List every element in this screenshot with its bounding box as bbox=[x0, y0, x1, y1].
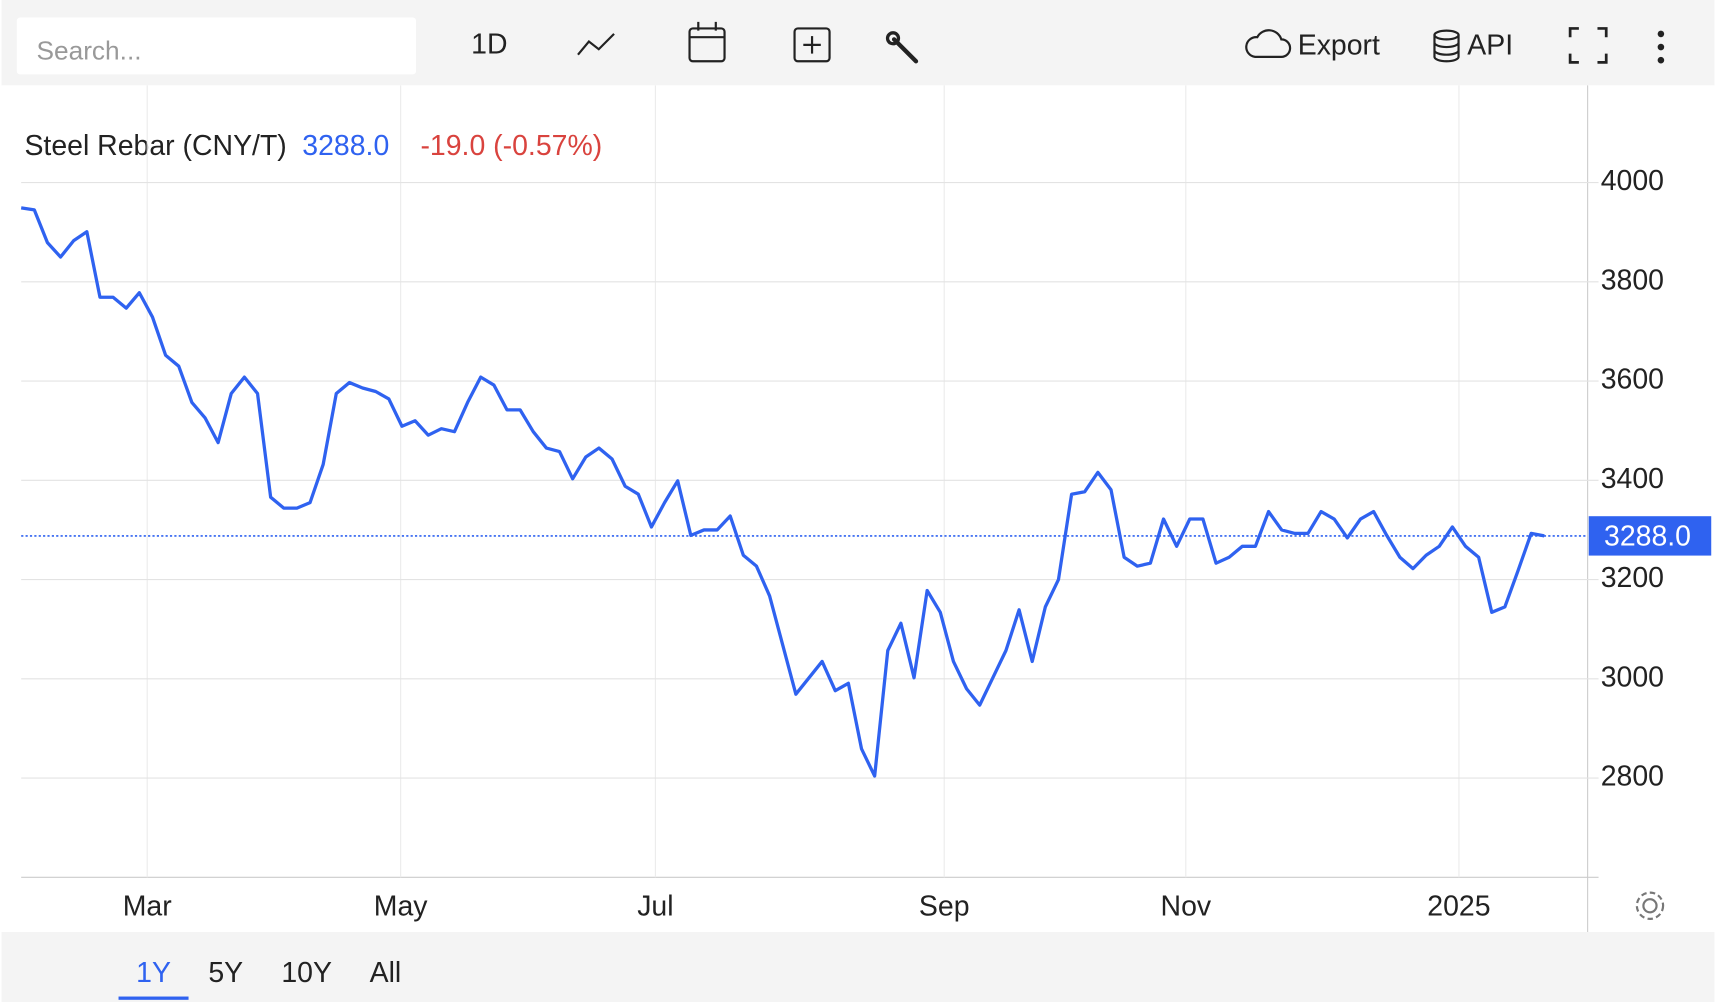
range-tab[interactable]: 5Y bbox=[208, 957, 243, 989]
price-line bbox=[20, 206, 1545, 778]
fullscreen-icon[interactable] bbox=[1568, 27, 1608, 64]
y-tick-label: 3800 bbox=[1601, 264, 1664, 296]
x-tick-label: Sep bbox=[919, 890, 970, 922]
gear-icon[interactable] bbox=[1635, 891, 1665, 920]
y-tick-label: 3200 bbox=[1601, 562, 1664, 594]
x-tick-label: Mar bbox=[123, 890, 172, 922]
y-tick-label: 3600 bbox=[1601, 364, 1664, 396]
calendar-icon[interactable] bbox=[688, 21, 726, 63]
x-tick-label: Nov bbox=[1161, 890, 1212, 922]
range-tab[interactable]: 10Y bbox=[281, 957, 332, 989]
y-tick-label: 2800 bbox=[1601, 761, 1664, 793]
range-bar bbox=[1, 931, 1715, 1002]
search-placeholder[interactable]: Search... bbox=[36, 35, 141, 65]
y-tick-label: 3000 bbox=[1601, 661, 1664, 693]
active-tab-underline bbox=[118, 996, 189, 1000]
export-icon[interactable] bbox=[1245, 29, 1292, 58]
y-tick-label: 4000 bbox=[1601, 165, 1664, 197]
chart-type-icon[interactable] bbox=[577, 33, 615, 56]
plot: Mar May Jul Sep Nov 2025 2800 3000 3200 3400 3600 3… bbox=[20, 85, 1712, 932]
range-tab[interactable]: All bbox=[370, 957, 402, 989]
price-change: -19.0 (-0.57%) bbox=[420, 130, 602, 162]
api-icon[interactable] bbox=[1433, 29, 1460, 63]
y-tick-label: 3400 bbox=[1601, 463, 1664, 495]
chart-panel bbox=[3, 85, 1713, 932]
range-tabs: 1Y 5Y 10Y All bbox=[118, 957, 402, 1000]
export-button[interactable]: Export bbox=[1298, 30, 1380, 62]
current-price-tag-label: 3288.0 bbox=[1604, 521, 1691, 553]
current-price-tag bbox=[1588, 516, 1712, 556]
x-tick-label: May bbox=[374, 890, 429, 922]
interval-button[interactable]: 1D bbox=[471, 28, 507, 60]
x-tick-label: 2025 bbox=[1427, 890, 1490, 922]
current-price: 3288.0 bbox=[302, 130, 389, 162]
menu-icon[interactable] bbox=[1657, 30, 1665, 64]
range-tab[interactable]: 1Y bbox=[136, 957, 171, 989]
search-box[interactable] bbox=[16, 17, 417, 75]
chart-title: Steel Rebar (CNY/T) bbox=[24, 130, 286, 162]
settings-tool-icon[interactable] bbox=[885, 31, 919, 64]
api-button[interactable]: API bbox=[1467, 30, 1513, 62]
add-icon[interactable] bbox=[793, 27, 831, 63]
x-tick-label: Jul bbox=[637, 890, 673, 922]
